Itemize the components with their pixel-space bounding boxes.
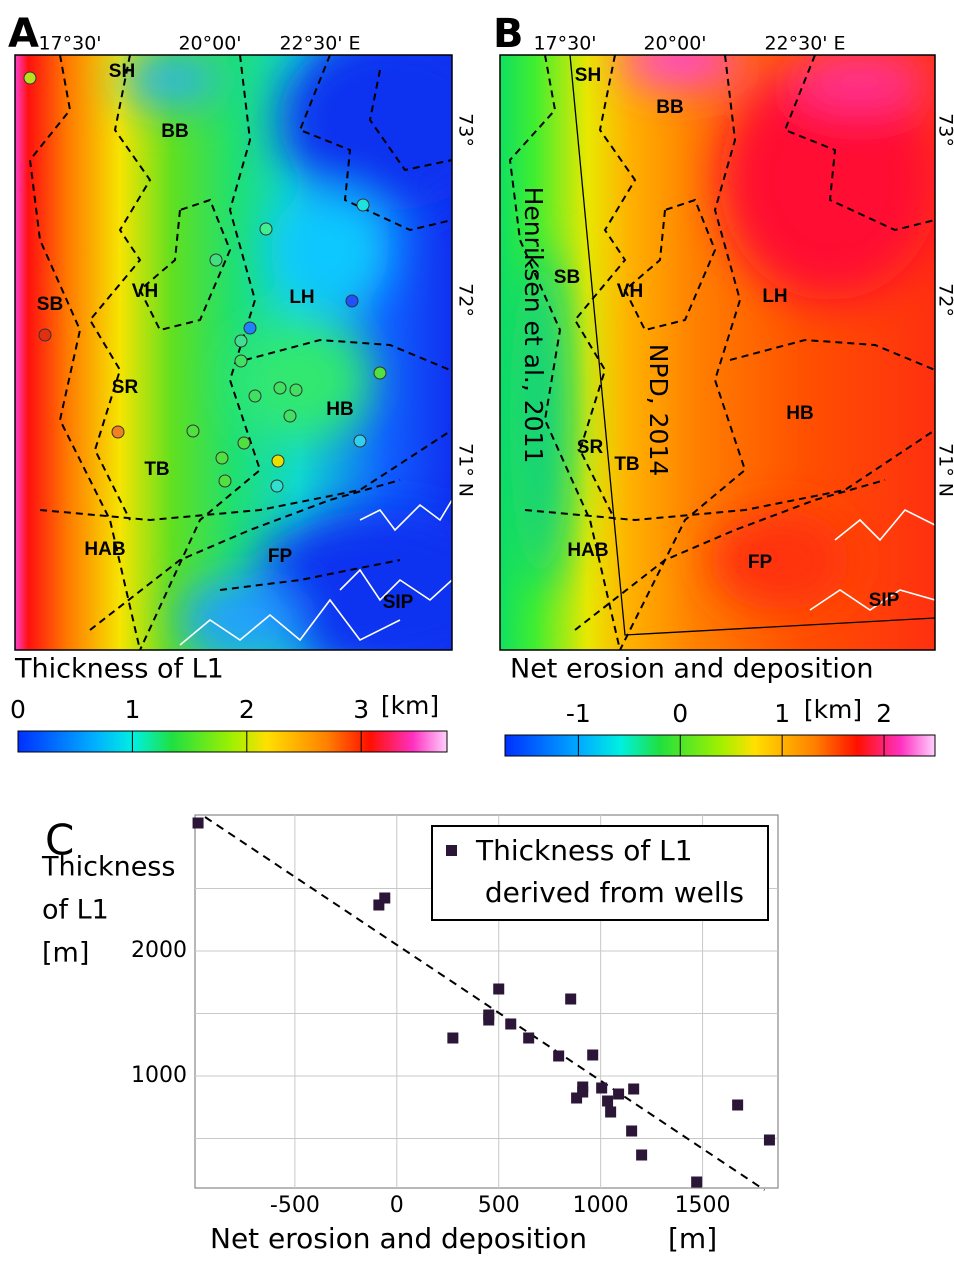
region-label: HB [786, 403, 813, 424]
region-label: SB [554, 267, 580, 288]
region-label: TB [614, 454, 639, 475]
lon-label: 22°30' E [279, 33, 360, 55]
colorbar-tick-label: -1 [566, 699, 591, 728]
x-axis-unit: [m] [668, 1222, 717, 1255]
colorbar-tick-label: 2 [876, 699, 892, 728]
colorbar [505, 735, 935, 756]
legend-line: derived from wells [476, 876, 744, 909]
region-label: HAB [567, 540, 608, 561]
data-point [483, 1010, 494, 1021]
y-tick-label: 1000 [131, 1063, 187, 1088]
region-label: VH [617, 281, 643, 302]
lat-label: 71° N [935, 443, 954, 497]
colorbar-tick-label: 1 [124, 695, 140, 724]
data-point [193, 818, 204, 829]
region-label: SH [575, 65, 601, 86]
x-tick-label: 500 [478, 1193, 520, 1218]
data-point [523, 1033, 534, 1044]
data-point [732, 1100, 743, 1111]
panel-label: A [8, 11, 39, 57]
colorbar-unit: [km] [804, 695, 862, 724]
colorbar-tick-label: 0 [672, 699, 688, 728]
map-a [15, 30, 510, 670]
data-point [764, 1135, 775, 1146]
data-point [636, 1150, 647, 1161]
lat-label: 72° [935, 283, 954, 317]
data-point [565, 994, 576, 1005]
lon-label: 22°30' E [764, 33, 845, 55]
data-point [613, 1089, 624, 1100]
x-axis-label: Net erosion and deposition [210, 1222, 587, 1255]
colorbar-tick-label: 0 [10, 695, 26, 724]
data-point [587, 1050, 598, 1061]
lat-label: 73° [935, 113, 954, 147]
data-point [493, 984, 504, 995]
region-label: BB [161, 121, 188, 142]
data-point [605, 1107, 616, 1118]
colorbar-title: Thickness of L1 [14, 654, 224, 685]
colorbar-tick-label: 3 [353, 695, 369, 724]
lat-label: 72° [455, 283, 477, 317]
y-axis-label: [m] [42, 938, 89, 969]
x-tick-label: 0 [390, 1193, 404, 1218]
colorbar-tick-label: 2 [239, 695, 255, 724]
y-tick-label: 2000 [131, 938, 187, 963]
region-label: SB [37, 294, 63, 315]
lon-label: 20°00' [178, 33, 241, 55]
data-point [447, 1033, 458, 1044]
data-point [691, 1177, 702, 1188]
region-label: TB [144, 459, 169, 480]
data-point [379, 893, 390, 904]
x-tick-label: 1500 [675, 1193, 731, 1218]
colorbar-title: Net erosion and deposition [510, 654, 873, 685]
data-point [505, 1019, 516, 1030]
source-label: Henriksen et al., 2011 [519, 187, 548, 464]
region-label: VH [132, 281, 158, 302]
region-label: HAB [84, 539, 125, 560]
x-tick-label: 1000 [573, 1193, 629, 1218]
lon-label: 17°30' [38, 33, 101, 55]
lat-label: 71° N [455, 443, 477, 497]
data-point [577, 1087, 588, 1098]
region-label: SH [109, 61, 135, 82]
data-point [628, 1084, 639, 1095]
region-label: FP [268, 546, 293, 567]
panel-label: B [493, 11, 524, 57]
region-label: LH [289, 287, 314, 308]
lon-label: 17°30' [533, 33, 596, 55]
region-label: SR [112, 377, 139, 398]
data-point [596, 1083, 607, 1094]
lat-label: 73° [455, 113, 477, 147]
region-label: BB [656, 97, 683, 118]
region-label: SR [577, 437, 604, 458]
y-axis-label: Thickness [41, 852, 175, 883]
legend-line: Thickness of L1 [475, 834, 693, 867]
colorbar [18, 731, 447, 752]
x-tick-label: -500 [270, 1193, 320, 1218]
map-b [500, 35, 940, 650]
colorbar-unit: [km] [381, 691, 439, 720]
colorbar-tick-label: 1 [774, 699, 790, 728]
data-point [626, 1126, 637, 1137]
legend-marker [446, 845, 457, 856]
lon-label: 20°00' [643, 33, 706, 55]
source-label: NPD, 2014 [644, 344, 673, 477]
data-point [553, 1051, 564, 1062]
region-label: FP [748, 552, 773, 573]
region-label: HB [326, 399, 353, 420]
region-label: LH [762, 286, 787, 307]
region-label: SIP [869, 590, 900, 611]
region-label: SIP [383, 592, 414, 613]
data-point [602, 1096, 613, 1107]
y-axis-label: of L1 [42, 895, 109, 926]
